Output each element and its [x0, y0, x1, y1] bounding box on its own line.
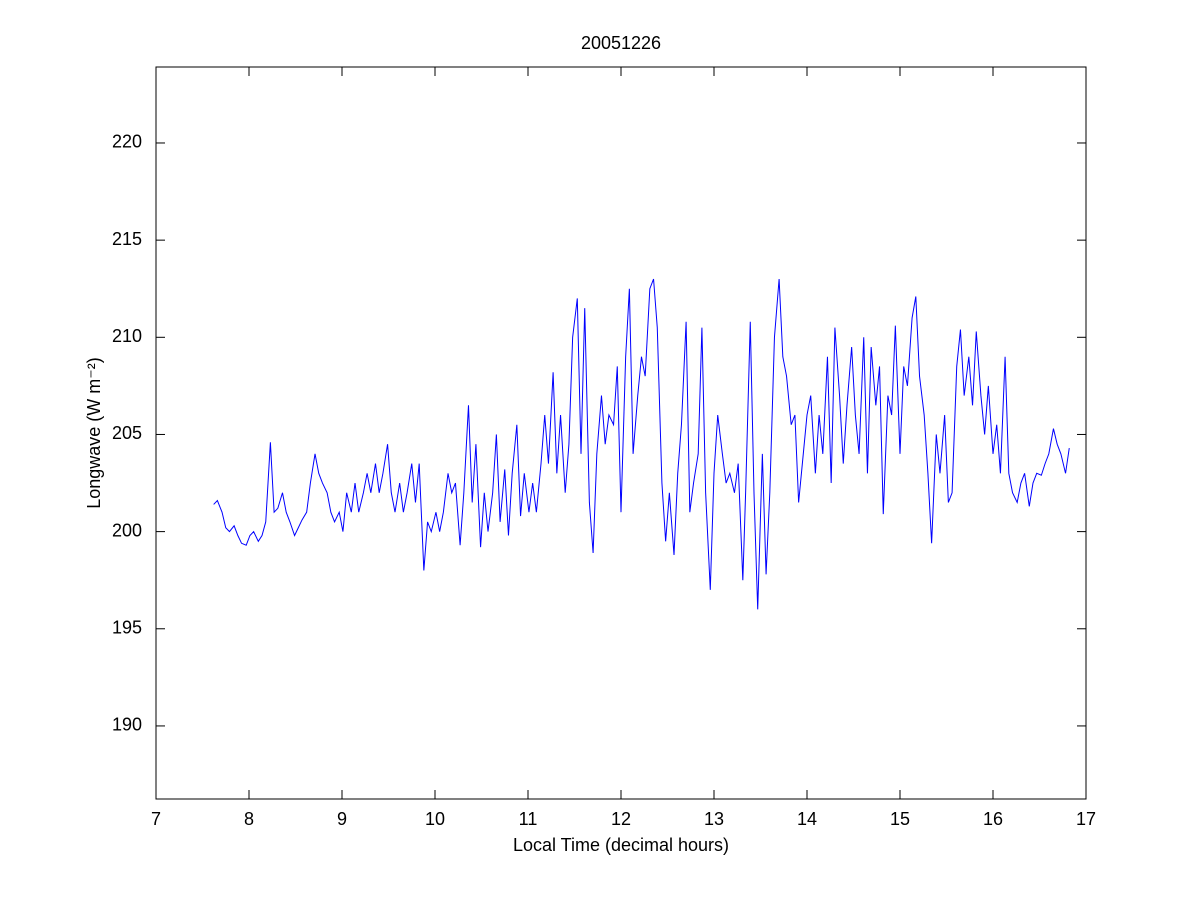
x-tick-label: 15 [890, 809, 910, 829]
data-line [213, 278, 1070, 610]
x-tick-label: 7 [151, 809, 161, 829]
y-tick-label: 220 [112, 132, 142, 152]
y-tick-label: 215 [112, 229, 142, 249]
x-tick-label: 17 [1076, 809, 1096, 829]
y-axis-label: Longwave (W m⁻²) [84, 357, 104, 509]
x-tick-label: 9 [337, 809, 347, 829]
x-tick-label: 12 [611, 809, 631, 829]
y-tick-label: 210 [112, 326, 142, 346]
x-axis-label: Local Time (decimal hours) [513, 835, 729, 855]
x-tick-label: 16 [983, 809, 1003, 829]
x-tick-label: 10 [425, 809, 445, 829]
y-tick-label: 190 [112, 715, 142, 735]
x-tick-label: 14 [797, 809, 817, 829]
y-tick-label: 205 [112, 423, 142, 443]
y-tick-label: 200 [112, 520, 142, 540]
plot-frame [155, 66, 1087, 800]
x-tick-label: 8 [244, 809, 254, 829]
chart-title: 20051226 [581, 33, 661, 53]
x-tick-label: 11 [519, 809, 538, 829]
x-tick-label: 13 [704, 809, 724, 829]
y-tick-label: 195 [112, 618, 142, 638]
